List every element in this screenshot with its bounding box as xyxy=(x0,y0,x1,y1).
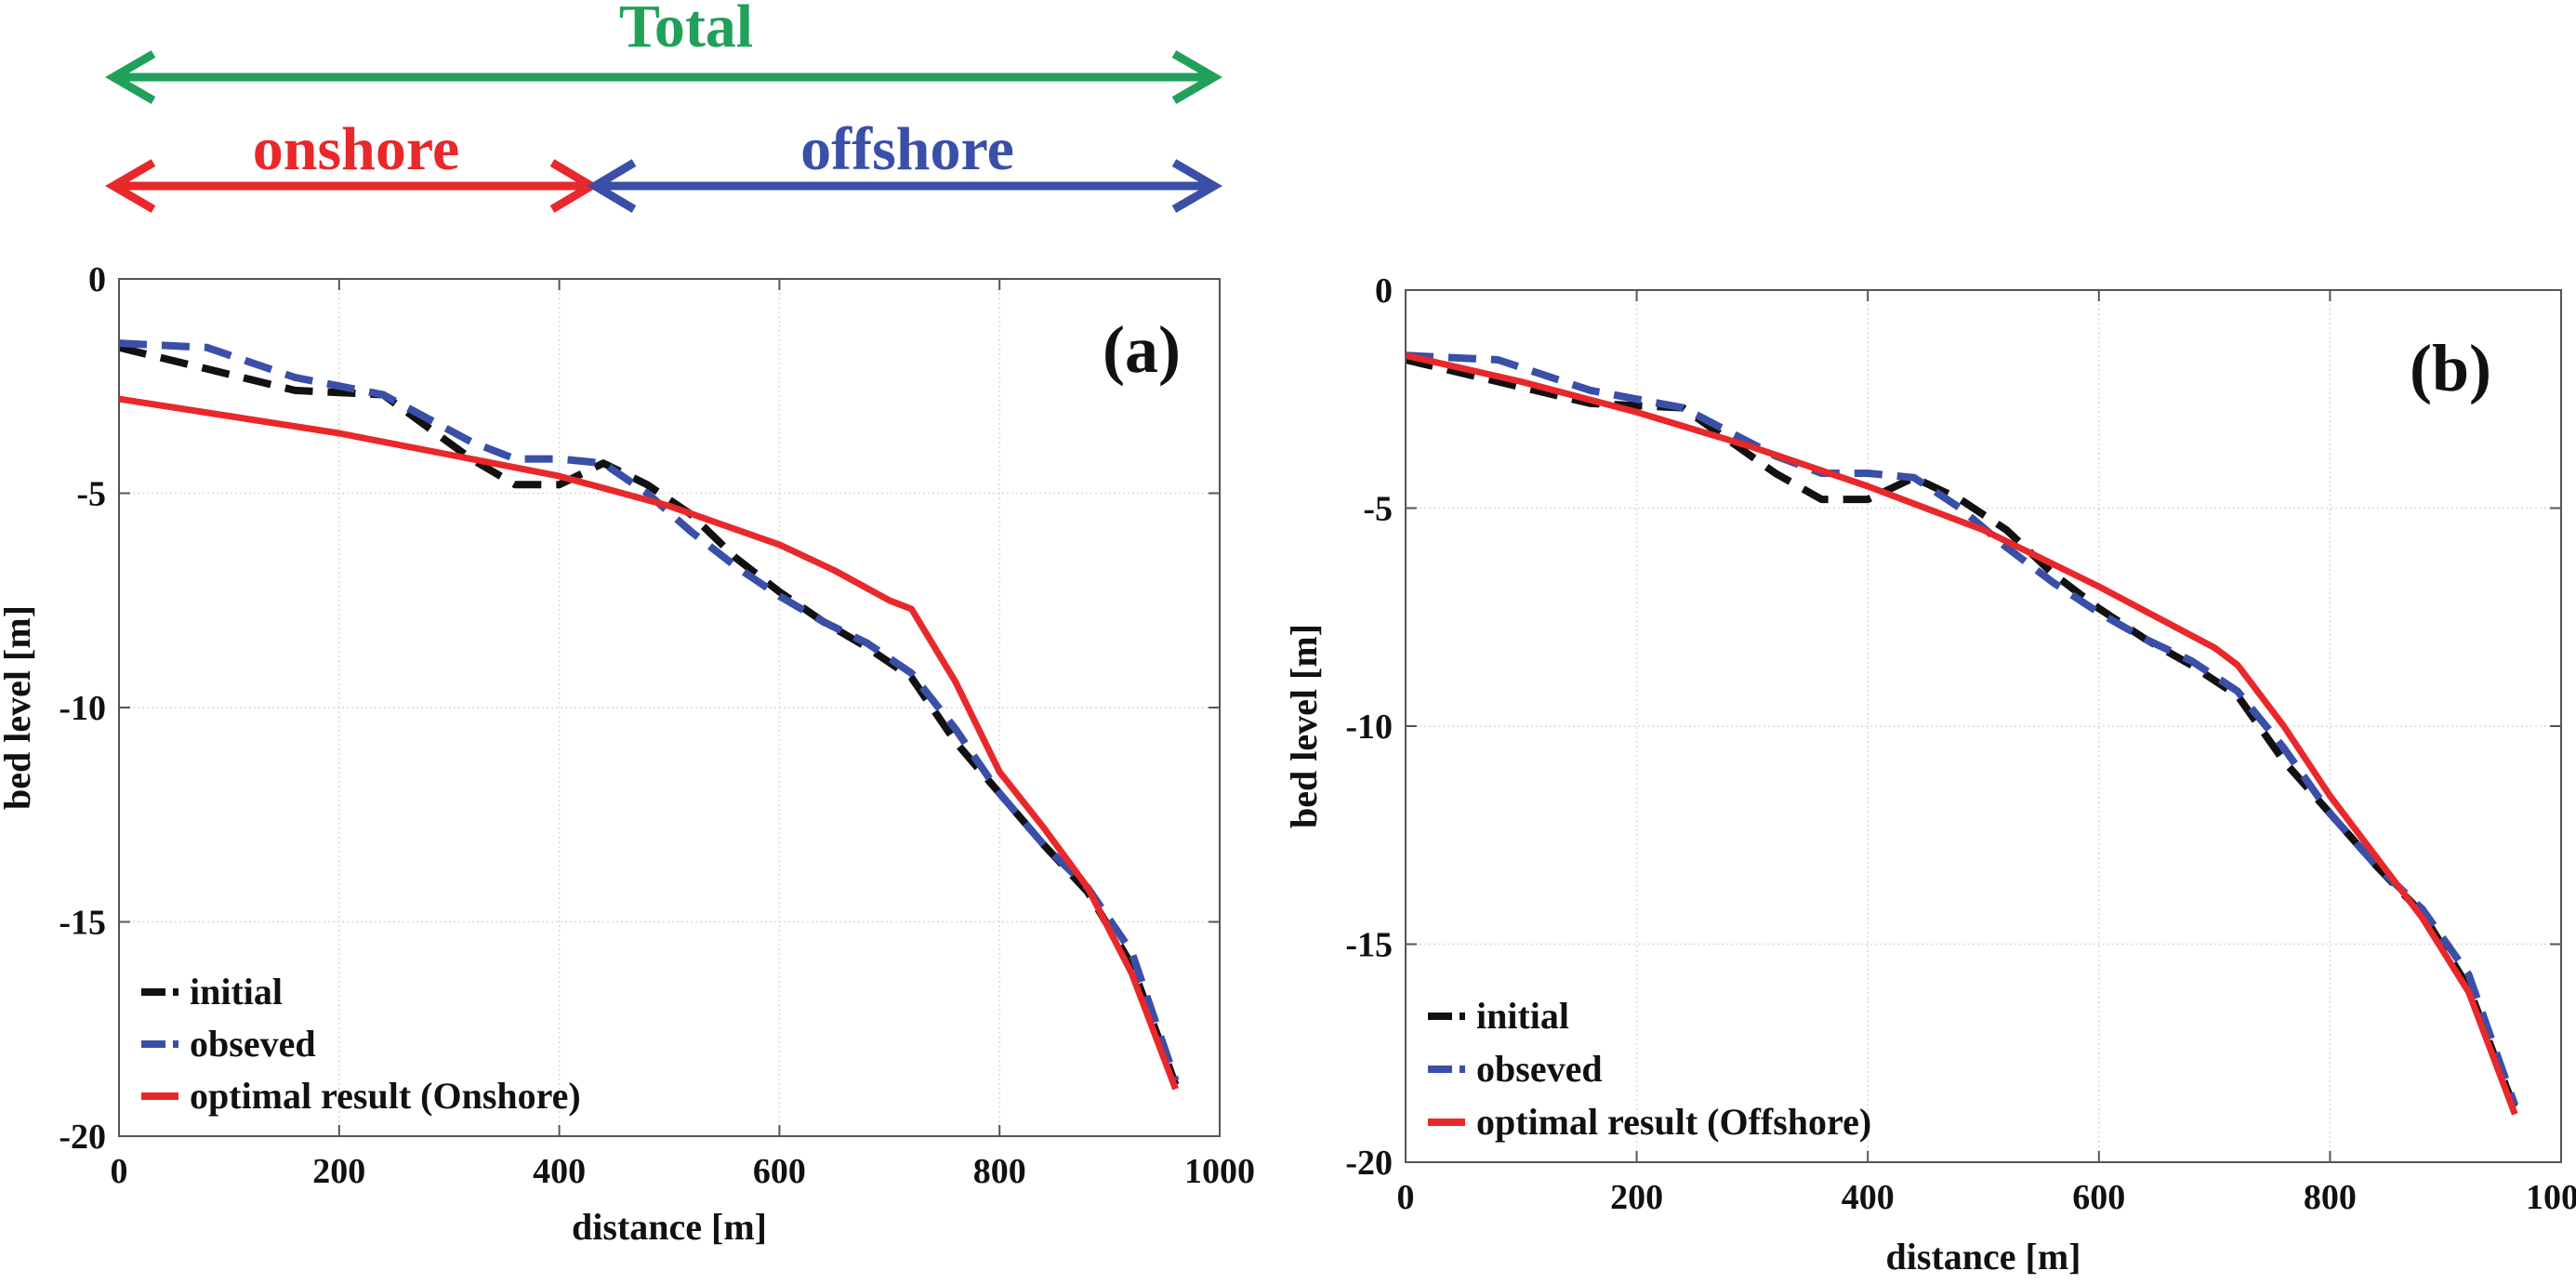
total-arrow-right-head xyxy=(1171,50,1222,104)
x-axis-label: distance [m] xyxy=(1886,1236,2081,1277)
y-tick-label: -15 xyxy=(1345,926,1393,965)
series-line-optimal-result-onshore xyxy=(118,395,1179,1091)
y-tick-label: -5 xyxy=(1363,490,1393,529)
y-tick-label: 0 xyxy=(88,260,106,299)
y-tick-label: 0 xyxy=(1375,271,1393,311)
x-tick-label: 1000 xyxy=(1184,1152,1255,1191)
series-line-optimal-result-offshore xyxy=(1405,351,2518,1116)
x-tick-label: 200 xyxy=(1610,1178,1663,1217)
y-tick-label: -10 xyxy=(59,689,106,728)
legend-label: obseved xyxy=(190,1023,316,1065)
total-arrow-left-head xyxy=(105,50,156,104)
y-axis-label: bed level [m] xyxy=(1283,624,1325,828)
arrow-annotations: Total onshore offshore xyxy=(105,0,1222,213)
x-tick-label: 600 xyxy=(2072,1178,2125,1217)
series-line-obseved xyxy=(118,339,1180,1082)
y-tick-label: -20 xyxy=(59,1118,106,1157)
x-tick-label: 600 xyxy=(753,1152,806,1191)
x-tick-label: 400 xyxy=(533,1152,586,1191)
chart-panel-b: 0 200 400 600 800 1000 0 -5 -10 -15 -20 distance [m… xyxy=(1283,271,2576,1277)
x-tick-label: 0 xyxy=(111,1152,128,1191)
y-tick-label: -15 xyxy=(59,904,106,943)
legend-label: initial xyxy=(1476,995,1569,1037)
legend-label: initial xyxy=(190,971,283,1013)
chart-panel-a: 0 200 400 600 800 1000 0 -5 -10 -15 -20 distance [m… xyxy=(0,260,1255,1248)
x-tick-label: 800 xyxy=(973,1152,1026,1191)
offshore-label: offshore xyxy=(800,115,1014,183)
x-tick-label: 0 xyxy=(1397,1178,1415,1217)
x-tick-label: 1000 xyxy=(2526,1178,2576,1217)
total-label: Total xyxy=(619,0,753,60)
offshore-arrow-right-head xyxy=(1171,159,1222,213)
legend-label: optimal result (Offshore) xyxy=(1476,1101,1871,1143)
panel-label: (a) xyxy=(1103,312,1181,387)
onshore-arrow-left-head xyxy=(105,159,156,213)
panel-label: (b) xyxy=(2410,331,2491,405)
x-axis-label: distance [m] xyxy=(572,1206,767,1248)
y-tick-label: -20 xyxy=(1345,1144,1393,1183)
offshore-arrow-left-head xyxy=(587,159,637,213)
x-tick-label: 200 xyxy=(312,1152,365,1191)
legend-label: obseved xyxy=(1476,1048,1603,1090)
onshore-label: onshore xyxy=(253,115,460,183)
y-axis-label: bed level [m] xyxy=(0,605,38,810)
y-tick-label: -5 xyxy=(76,475,106,514)
series-line-obseved xyxy=(1405,351,2519,1107)
y-tick-label: -10 xyxy=(1345,708,1393,747)
x-tick-label: 400 xyxy=(1842,1178,1895,1217)
legend-label: optimal result (Onshore) xyxy=(190,1075,581,1117)
x-tick-label: 800 xyxy=(2304,1178,2357,1217)
